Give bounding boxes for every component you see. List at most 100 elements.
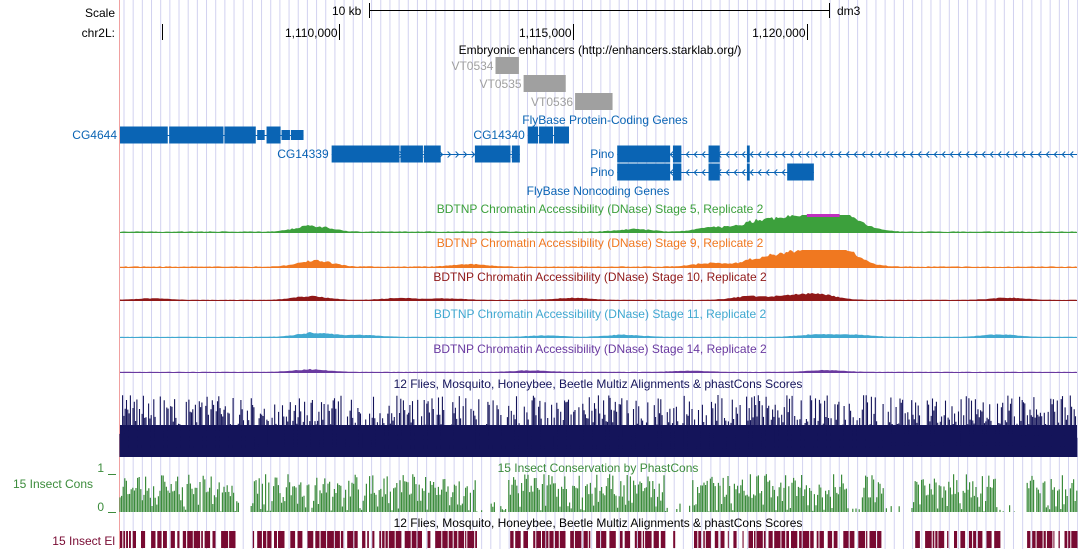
- conserved-element: [1071, 531, 1078, 548]
- dnase-tracks[interactable]: BDTNP Chromatin Accessibility (DNase) St…: [120, 202, 1077, 373]
- conserved-elements-track[interactable]: 12 Flies, Mosquito, Honeybee, Beetle Mul…: [52, 516, 1078, 548]
- conserved-element: [510, 531, 514, 548]
- conserved-element: [367, 531, 369, 548]
- gene-exon: [281, 130, 290, 140]
- gene-exon: [224, 126, 256, 144]
- strand-arrow: [1045, 151, 1050, 158]
- strand-arrow: [837, 151, 842, 158]
- gene-exon: [120, 126, 168, 144]
- enhancer-block[interactable]: [495, 57, 519, 74]
- conserved-element: [427, 531, 431, 548]
- gene-pino[interactable]: Pino: [590, 145, 1077, 163]
- phastcons-track[interactable]: 15 Insect Conservation by PhastCons 15 I…: [13, 461, 1078, 514]
- ruler-ticks: 1,110,000 1,115,000 1,120,000: [285, 24, 808, 40]
- conserved-element: [816, 531, 819, 548]
- noncoding-genes-track[interactable]: FlyBase Noncoding Genes: [527, 184, 670, 198]
- phastcons-scale-max: 1: [97, 461, 104, 475]
- strand-arrow: [749, 151, 754, 158]
- strand-arrow: [1061, 151, 1066, 158]
- conserved-element: [442, 531, 448, 548]
- gene-pino[interactable]: Pino: [590, 163, 814, 181]
- gene-exon: [474, 145, 511, 163]
- strand-arrow: [733, 169, 738, 176]
- conserved-element: [229, 531, 236, 548]
- conserved-element: [935, 531, 938, 548]
- conserved-element: [1053, 531, 1055, 548]
- enhancer-block[interactable]: [523, 75, 566, 92]
- dnase-signal: [120, 215, 1077, 232]
- strand-arrow: [821, 151, 826, 158]
- gene-cg14339[interactable]: CG14339: [277, 145, 520, 163]
- conserved-element: [994, 531, 1001, 548]
- elements-title: 12 Flies, Mosquito, Honeybee, Beetle Mul…: [394, 516, 803, 530]
- conserved-element: [129, 531, 131, 548]
- conserved-element: [660, 531, 666, 548]
- gene-cg14340[interactable]: CG14340: [473, 126, 570, 144]
- strand-arrow: [909, 151, 914, 158]
- gene-exon: [331, 145, 400, 163]
- gene-label: Pino: [590, 165, 614, 179]
- conserved-element: [1032, 531, 1036, 548]
- assembly-label: dm3: [837, 4, 861, 18]
- conserved-element: [727, 531, 729, 548]
- dnase-track-2[interactable]: BDTNP Chromatin Accessibility (DNase) St…: [120, 236, 1077, 268]
- gene-exon: [708, 163, 720, 181]
- conserved-element: [340, 531, 344, 548]
- ruler-tick-label: 1,110,000: [285, 26, 338, 40]
- strand-arrow: [869, 151, 874, 158]
- conserved-element: [763, 531, 766, 548]
- dnase-track-5[interactable]: BDTNP Chromatin Accessibility (DNase) St…: [120, 342, 1077, 373]
- strand-arrow: [965, 151, 970, 158]
- enhancers-track[interactable]: Embryonic enhancers (http://enhancers.st…: [451, 43, 741, 110]
- gene-exon: [617, 145, 671, 163]
- conserved-element: [187, 531, 193, 548]
- ruler-track[interactable]: Scale chr2L: 10 kb dm3 1,110,000 1,115,00…: [82, 3, 861, 40]
- dnase-track-title: BDTNP Chromatin Accessibility (DNase) St…: [434, 307, 767, 321]
- conserved-element: [252, 531, 255, 548]
- dnase-track-title: BDTNP Chromatin Accessibility (DNase) St…: [437, 202, 764, 216]
- conserved-element: [263, 531, 267, 548]
- dnase-signal: [120, 250, 1077, 267]
- dnase-track-4[interactable]: BDTNP Chromatin Accessibility (DNase) St…: [120, 307, 1077, 338]
- strand-arrow: [797, 151, 802, 158]
- gene-cg4644[interactable]: CG4644: [72, 126, 304, 144]
- dnase-track-1[interactable]: BDTNP Chromatin Accessibility (DNase) St…: [120, 202, 1077, 233]
- conserved-element: [705, 531, 711, 548]
- conserved-element: [1058, 531, 1060, 548]
- enhancer-items[interactable]: VT0534 VT0535 VT0536: [451, 57, 613, 110]
- conserved-element: [947, 531, 949, 548]
- dnase-track-title: BDTNP Chromatin Accessibility (DNase) St…: [433, 270, 767, 284]
- conserved-element: [925, 531, 932, 548]
- conserved-element: [193, 531, 201, 548]
- conserved-element: [1027, 531, 1031, 548]
- strand-arrow: [925, 151, 930, 158]
- conserved-element: [475, 531, 477, 548]
- conserved-element: [802, 531, 810, 548]
- conserved-element: [915, 531, 920, 548]
- elements-side-label[interactable]: 15 Insect El: [52, 534, 115, 548]
- conserved-element: [714, 531, 719, 548]
- conserved-element: [354, 531, 358, 548]
- conserved-element: [799, 531, 802, 548]
- gene-items[interactable]: CG4644 CG14340 CG14339 Pino Pino: [72, 126, 1077, 181]
- conserved-element: [733, 531, 737, 548]
- conserved-element: [334, 531, 340, 548]
- multiz-track[interactable]: 12 Flies, Mosquito, Honeybee, Beetle Mul…: [119, 377, 1078, 457]
- conserved-element: [694, 531, 698, 548]
- scale-label: Scale: [85, 6, 115, 20]
- conserved-element: [645, 531, 652, 548]
- conserved-element: [653, 531, 659, 548]
- protein-coding-genes-track[interactable]: FlyBase Protein-Coding Genes CG4644 CG143…: [72, 113, 1077, 181]
- enhancer-block[interactable]: [575, 93, 613, 110]
- strand-arrow: [949, 151, 954, 158]
- conserved-element: [297, 531, 303, 548]
- dnase-signal: [120, 332, 1077, 337]
- phastcons-side-label[interactable]: 15 Insect Cons: [13, 477, 93, 491]
- conserved-element: [542, 531, 546, 548]
- conserved-element: [274, 531, 277, 548]
- strand-arrow: [765, 169, 770, 176]
- strand-arrow: [997, 151, 1002, 158]
- conserved-element: [742, 531, 744, 548]
- dnase-track-3[interactable]: BDTNP Chromatin Accessibility (DNase) St…: [120, 270, 1077, 301]
- conserved-element: [960, 531, 966, 548]
